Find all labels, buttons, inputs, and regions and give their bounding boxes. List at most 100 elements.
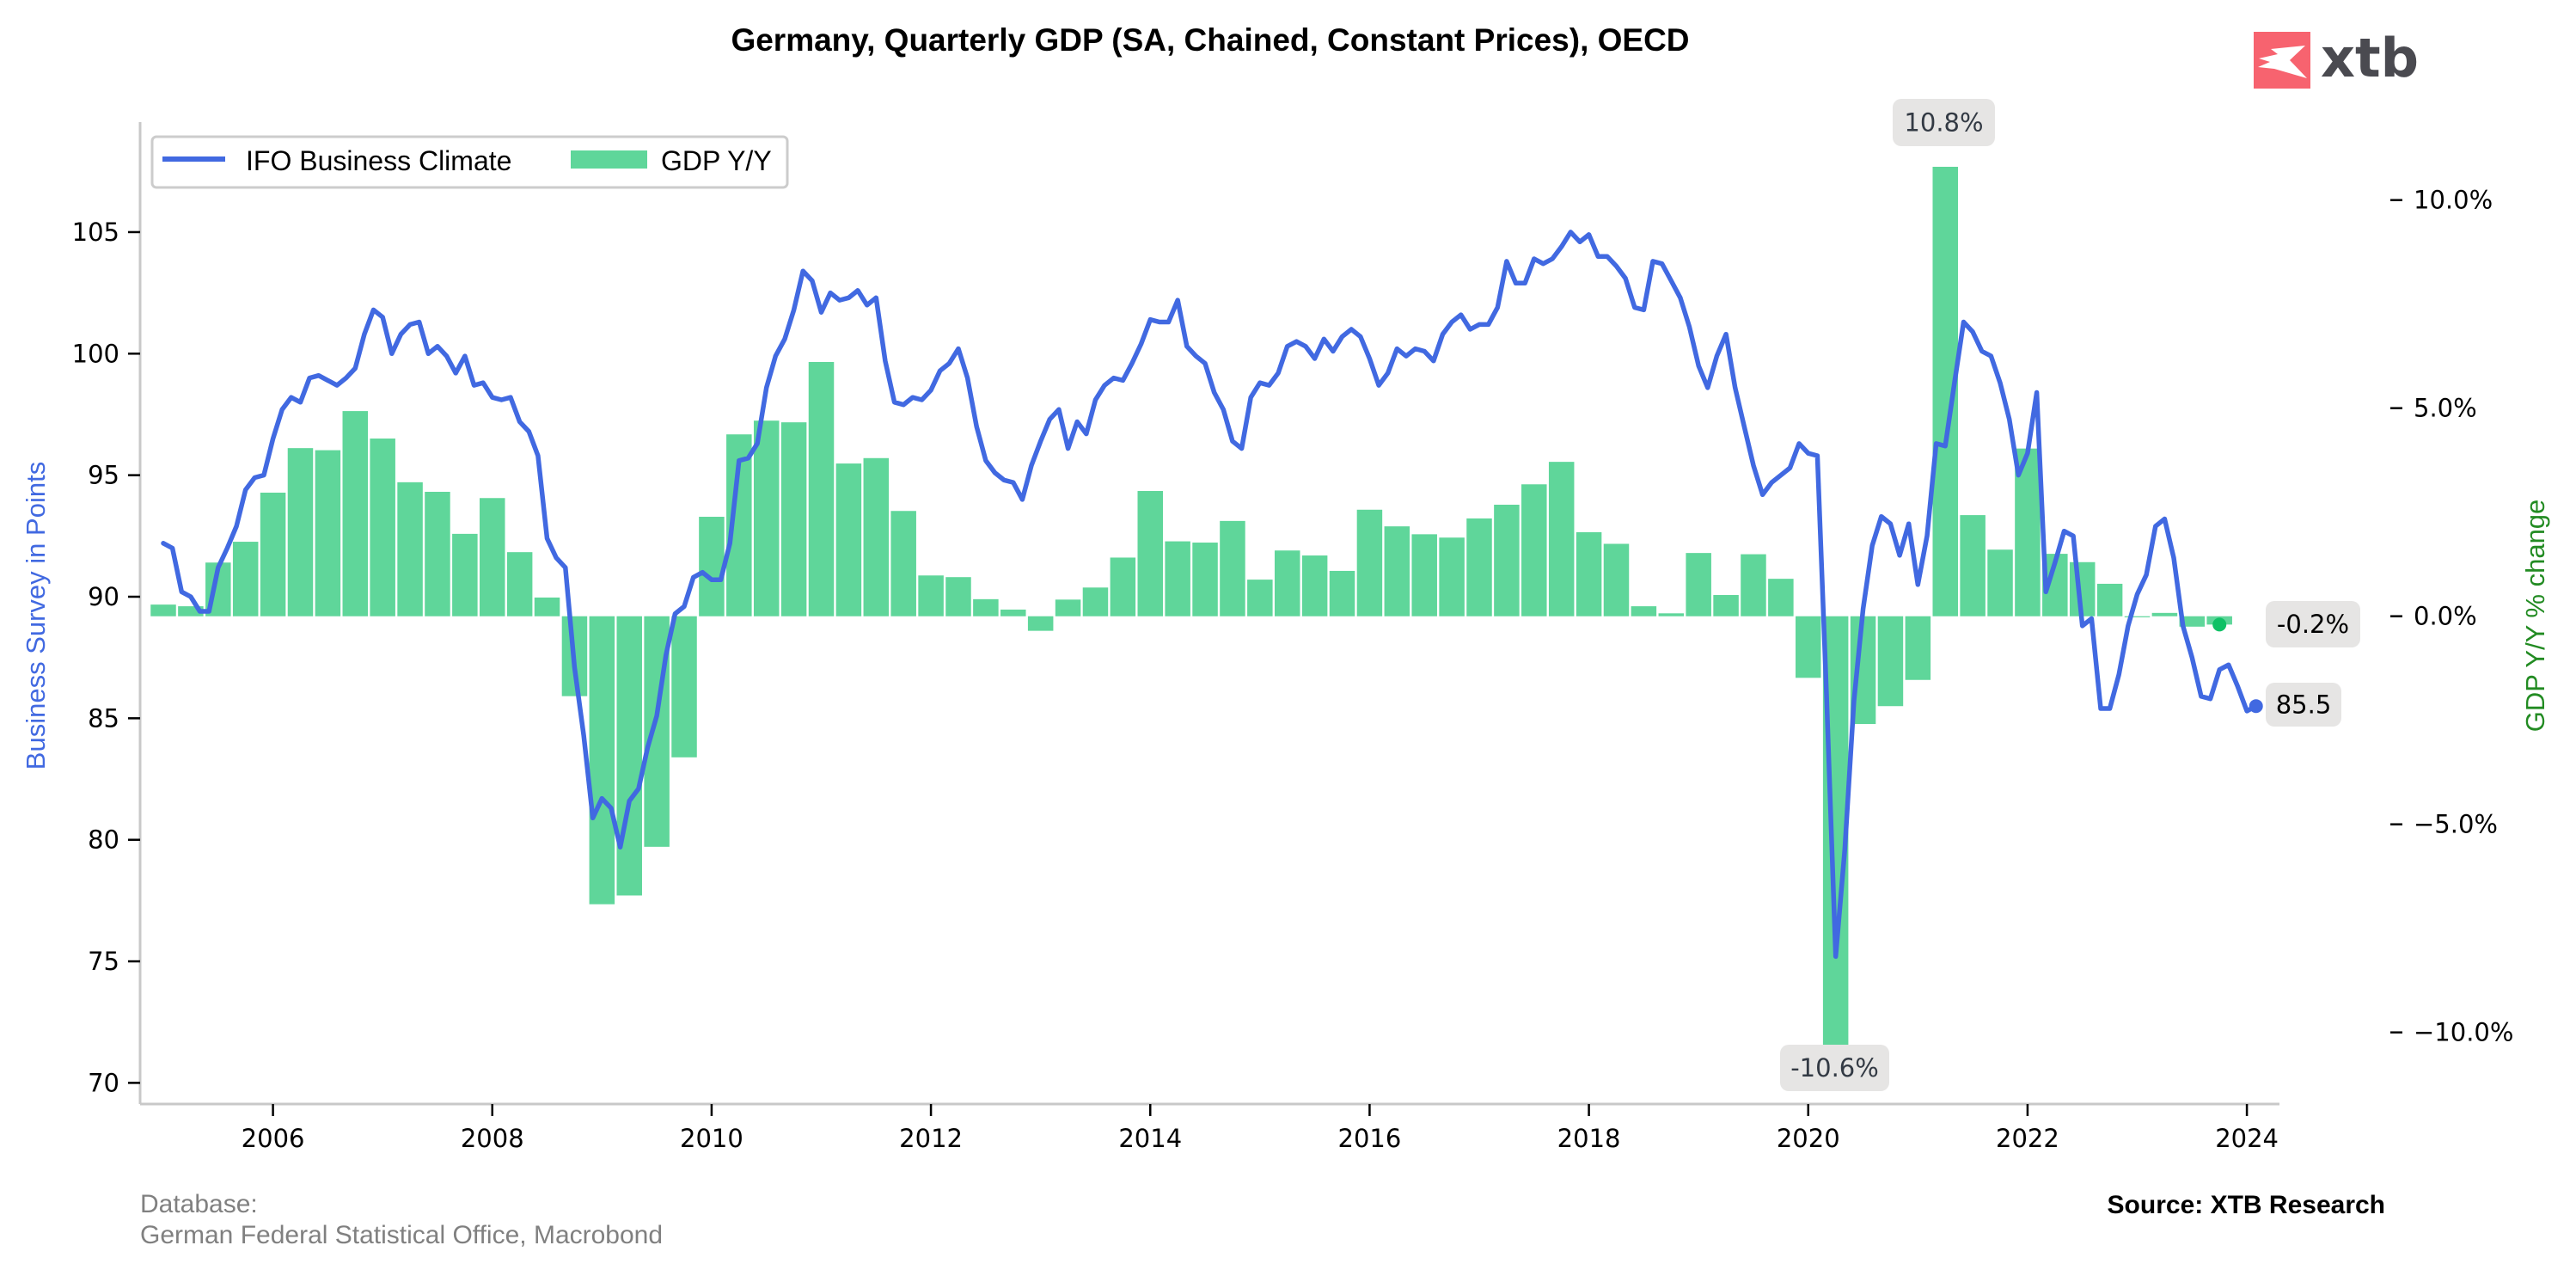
annotation-ifo-last-box — [2266, 683, 2341, 727]
gdp-bar — [315, 450, 341, 617]
gdp-bar — [397, 482, 423, 617]
gdp-bar — [1356, 509, 1383, 617]
legend: IFO Business Climate GDP Y/Y — [150, 135, 789, 189]
annotation-gdp-max-box — [1893, 99, 1995, 146]
gdp-bar — [1000, 609, 1026, 617]
gdp-bar — [699, 517, 725, 617]
gdp-last-point — [2212, 617, 2227, 632]
gdp-bar — [1274, 550, 1300, 617]
x-tick-label: 2008 — [461, 1124, 524, 1153]
gdp-bar — [1247, 580, 1273, 617]
legend-label-gdp: GDP Y/Y — [661, 145, 772, 176]
x-tick-label: 2024 — [2215, 1124, 2279, 1153]
left-tick-label: 105 — [72, 218, 119, 247]
gdp-bar — [342, 411, 369, 617]
annotation-gdp-last: -0.2% — [2266, 601, 2360, 647]
xtb-logo: xtb — [2254, 27, 2419, 89]
gdp-bar — [1631, 606, 1657, 617]
ifo-line — [161, 230, 2259, 960]
x-tick-label: 2006 — [242, 1124, 305, 1153]
right-tick-label: 0.0% — [2414, 602, 2477, 631]
gdp-bar — [1411, 534, 1437, 617]
annotation-ifo-last: 85.5 — [2266, 683, 2341, 727]
gdp-bar — [945, 577, 971, 617]
gdp-bar — [589, 616, 615, 905]
gdp-bar — [973, 598, 999, 617]
annotations: 10.8% -10.6% -0.2% 85.5 — [1780, 99, 2360, 1091]
ifo-line-group — [161, 230, 2263, 960]
gdp-bar — [1165, 541, 1190, 617]
footer-database-sources: German Federal Statistical Office, Macro… — [140, 1221, 663, 1249]
right-axis-title: GDP Y/Y % change — [2520, 500, 2550, 733]
left-tick-label: 95 — [88, 461, 119, 490]
annotation-gdp-max: 10.8% — [1893, 99, 1995, 146]
gdp-bar — [425, 491, 450, 617]
annotation-gdp-min-box — [1780, 1045, 1889, 1091]
legend-label-ifo: IFO Business Climate — [246, 145, 511, 176]
left-tick-label: 100 — [72, 339, 119, 368]
gdp-bar — [1741, 554, 1766, 617]
axes: 70 75 80 85 90 95 100 105 −10.0% −5.0% 0.0% 5.0% 10.… — [72, 122, 2513, 1153]
gdp-bar — [150, 604, 176, 617]
gdp-bar — [1192, 543, 1218, 617]
gdp-bar — [780, 422, 807, 617]
gdp-bar — [1494, 504, 1520, 617]
gdp-bar — [1137, 491, 1164, 617]
gdp-bar — [1301, 555, 1328, 617]
logo-x-icon — [2258, 46, 2307, 78]
gdp-bar — [1329, 570, 1355, 617]
gdp-bar — [616, 616, 642, 896]
gdp-bar — [1960, 515, 1986, 617]
left-tick-label: 75 — [88, 947, 119, 976]
annotation-gdp-last-text: -0.2% — [2277, 610, 2349, 639]
gdp-bar — [1576, 531, 1602, 617]
gdp-bar — [1548, 462, 1575, 617]
chart-title: Germany, Quarterly GDP (SA, Chained, Con… — [731, 22, 1689, 58]
gdp-bar — [1713, 595, 1739, 617]
gdp-bar — [287, 448, 314, 617]
gdp-bar — [1384, 526, 1410, 617]
x-tick-label: 2016 — [1338, 1124, 1402, 1153]
left-tick-label: 85 — [88, 703, 119, 733]
gdp-bar — [671, 616, 697, 758]
gdp-bars — [150, 166, 2232, 1058]
footer-source: Source: XTB Research — [2108, 1191, 2385, 1219]
gdp-bar — [506, 552, 533, 617]
gdp-bar — [480, 498, 505, 617]
gdp-bar — [1877, 616, 1904, 707]
gdp-bar — [534, 597, 560, 617]
gdp-bar — [918, 575, 944, 617]
gdp-bar — [178, 606, 204, 617]
gdp-bar — [835, 463, 862, 617]
left-tick-label: 90 — [88, 582, 119, 611]
gdp-bar — [2151, 612, 2178, 617]
left-tick-label: 80 — [88, 825, 119, 855]
x-tick-label: 2020 — [1777, 1124, 1840, 1153]
annotation-gdp-max-text: 10.8% — [1904, 108, 1983, 138]
gdp-bar — [753, 420, 780, 617]
gdp-bar — [1987, 549, 2013, 617]
gdp-bar — [1055, 599, 1081, 617]
annotation-gdp-min-text: -10.6% — [1790, 1053, 1879, 1083]
logo-text: xtb — [2321, 27, 2419, 89]
gdp-bar — [1110, 557, 1136, 617]
gdp-bar — [1027, 616, 1054, 631]
x-tick-label: 2022 — [1996, 1124, 2059, 1153]
footer-database-label: Database: — [140, 1190, 258, 1218]
gdp-bar — [1439, 537, 1465, 617]
gdp-bar — [890, 511, 916, 617]
x-tick-label: 2010 — [680, 1124, 743, 1153]
annotation-ifo-last-text: 85.5 — [2276, 690, 2332, 720]
gdp-bar — [1658, 613, 1685, 617]
gdp-bar — [1603, 543, 1630, 617]
x-tick-label: 2018 — [1557, 1124, 1621, 1153]
gdp-bar — [863, 457, 890, 617]
gdp-bar — [1220, 520, 1245, 617]
gdp-bar — [452, 533, 478, 617]
gdp-bar — [2096, 583, 2123, 617]
legend-bar-swatch — [571, 150, 647, 169]
right-tick-label: −5.0% — [2414, 810, 2498, 839]
gdp-bar — [1796, 616, 1821, 678]
gdp-bar — [232, 542, 259, 617]
